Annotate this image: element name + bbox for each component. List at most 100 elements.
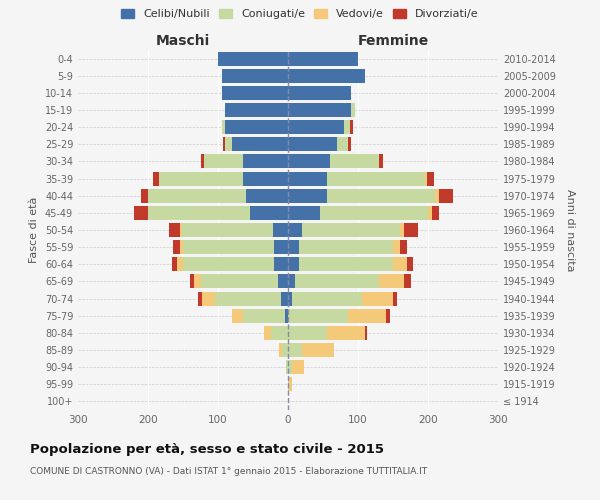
Bar: [225, 120, 288, 134]
Bar: [288, 343, 302, 357]
Bar: [288, 378, 289, 392]
Bar: [182, 223, 272, 237]
Bar: [271, 326, 288, 340]
Bar: [326, 188, 435, 202]
Bar: [242, 154, 288, 168]
Bar: [200, 154, 204, 168]
Bar: [404, 223, 418, 237]
Bar: [425, 172, 427, 185]
Bar: [277, 274, 288, 288]
Bar: [326, 326, 365, 340]
Bar: [179, 223, 182, 237]
Bar: [400, 223, 404, 237]
Text: COMUNE DI CASTRONNO (VA) - Dati ISTAT 1° gennaio 2015 - Elaborazione TUTTITALIA.: COMUNE DI CASTRONNO (VA) - Dati ISTAT 1°…: [30, 468, 427, 476]
Bar: [365, 326, 367, 340]
Bar: [242, 308, 284, 322]
Bar: [218, 52, 288, 66]
Bar: [292, 360, 304, 374]
Text: Popolazione per età, sesso e stato civile - 2015: Popolazione per età, sesso e stato civil…: [30, 442, 384, 456]
Bar: [288, 172, 326, 185]
Bar: [232, 138, 288, 151]
Bar: [286, 360, 288, 374]
Bar: [263, 326, 271, 340]
Bar: [169, 223, 179, 237]
Bar: [288, 308, 347, 322]
Bar: [281, 292, 288, 306]
Bar: [347, 308, 386, 322]
Bar: [223, 138, 225, 151]
Bar: [183, 258, 274, 272]
Bar: [386, 308, 389, 322]
Bar: [350, 120, 353, 134]
Bar: [178, 258, 183, 272]
Bar: [202, 292, 215, 306]
Bar: [204, 154, 242, 168]
Bar: [407, 258, 413, 272]
Bar: [292, 292, 361, 306]
Bar: [221, 86, 288, 100]
Bar: [288, 360, 292, 374]
Bar: [242, 172, 288, 185]
Bar: [225, 103, 288, 117]
Bar: [274, 240, 288, 254]
Bar: [225, 138, 232, 151]
Bar: [288, 154, 330, 168]
Bar: [284, 308, 288, 322]
Bar: [295, 274, 379, 288]
Bar: [221, 68, 288, 82]
Bar: [299, 258, 393, 272]
Bar: [299, 240, 393, 254]
Bar: [199, 292, 202, 306]
Bar: [351, 103, 355, 117]
Bar: [431, 206, 439, 220]
Bar: [379, 154, 383, 168]
Bar: [193, 274, 200, 288]
Bar: [288, 258, 299, 272]
Bar: [190, 274, 193, 288]
Bar: [330, 154, 379, 168]
Bar: [200, 274, 277, 288]
Legend: Celibi/Nubili, Coniugati/e, Vedovi/e, Divorziati/e: Celibi/Nubili, Coniugati/e, Vedovi/e, Di…: [118, 6, 482, 22]
Bar: [435, 188, 439, 202]
Bar: [288, 326, 326, 340]
Bar: [393, 292, 397, 306]
Bar: [172, 258, 178, 272]
Bar: [288, 120, 344, 134]
Bar: [141, 188, 148, 202]
Bar: [158, 172, 242, 185]
Bar: [302, 223, 400, 237]
Bar: [288, 188, 326, 202]
Bar: [183, 240, 274, 254]
Y-axis label: Anni di nascita: Anni di nascita: [565, 188, 575, 271]
Bar: [246, 188, 288, 202]
Bar: [283, 343, 288, 357]
Bar: [148, 188, 246, 202]
Bar: [337, 138, 347, 151]
Bar: [320, 206, 428, 220]
Bar: [274, 258, 288, 272]
Bar: [288, 103, 351, 117]
Bar: [428, 206, 431, 220]
Bar: [393, 240, 400, 254]
Bar: [232, 308, 242, 322]
Bar: [134, 206, 148, 220]
Bar: [427, 172, 434, 185]
Bar: [289, 378, 292, 392]
Bar: [288, 86, 351, 100]
Bar: [179, 240, 183, 254]
Bar: [288, 292, 292, 306]
Bar: [344, 120, 350, 134]
Bar: [326, 172, 425, 185]
Bar: [288, 274, 295, 288]
Bar: [221, 120, 225, 134]
Text: Femmine: Femmine: [358, 34, 428, 48]
Bar: [173, 240, 179, 254]
Bar: [215, 292, 281, 306]
Bar: [361, 292, 393, 306]
Bar: [404, 274, 410, 288]
Bar: [153, 172, 158, 185]
Bar: [272, 223, 288, 237]
Bar: [288, 138, 337, 151]
Bar: [439, 188, 452, 202]
Bar: [393, 258, 407, 272]
